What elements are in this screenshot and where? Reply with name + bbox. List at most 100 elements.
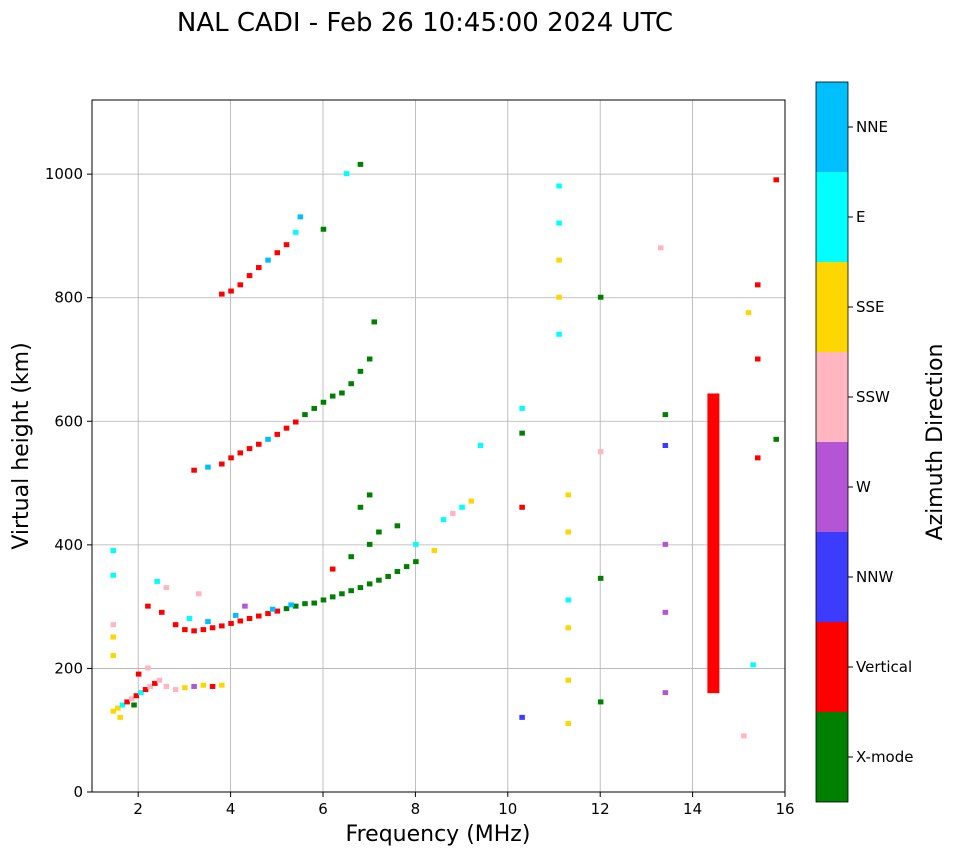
- colorbar-segment: [816, 532, 848, 622]
- data-point: [343, 171, 350, 177]
- data-point: [329, 594, 336, 600]
- x-tick-label: 16: [775, 800, 794, 818]
- data-point: [329, 393, 336, 399]
- data-point: [209, 625, 216, 631]
- data-point: [186, 616, 193, 621]
- data-point: [274, 250, 281, 256]
- data-point: [115, 705, 121, 711]
- data-point: [128, 696, 135, 702]
- data-point: [741, 733, 747, 739]
- colorbar-segment: [816, 622, 848, 712]
- data-point: [366, 541, 373, 547]
- data-point: [662, 690, 669, 696]
- data-point: [145, 665, 151, 671]
- colorbar-segment: [816, 442, 848, 532]
- data-point: [191, 683, 197, 689]
- data-point: [366, 581, 373, 587]
- colorbar-segment: [816, 172, 848, 262]
- data-point: [138, 690, 144, 696]
- y-tick-label: 800: [54, 289, 83, 307]
- data-point: [320, 226, 327, 232]
- data-point: [145, 603, 151, 609]
- data-point: [556, 257, 562, 263]
- data-point: [219, 291, 225, 297]
- data-point: [265, 436, 271, 442]
- x-tick-label: 10: [498, 800, 517, 818]
- data-point: [182, 627, 188, 633]
- x-tick-label: 12: [591, 800, 610, 818]
- data-point: [565, 529, 572, 535]
- data-point: [232, 612, 239, 618]
- data-point: [172, 687, 179, 693]
- data-point: [450, 510, 456, 516]
- data-point: [357, 585, 364, 591]
- data-point: [195, 591, 202, 597]
- data-point: [366, 356, 373, 362]
- plot-frame: [91, 99, 786, 793]
- colorbar-tick-label: NNW: [856, 568, 893, 586]
- data-point: [468, 498, 475, 504]
- x-tick-label: 8: [411, 800, 421, 818]
- colorbar-tick-label: W: [856, 478, 871, 496]
- x-tick-label: 14: [683, 800, 702, 818]
- data-point: [205, 464, 211, 470]
- data-points: [110, 161, 779, 739]
- data-point: [292, 419, 299, 425]
- data-point: [556, 331, 562, 337]
- data-point: [133, 693, 140, 699]
- data-point: [431, 548, 438, 554]
- y-axis-label: Virtual height (km): [9, 342, 34, 549]
- data-point: [228, 288, 234, 294]
- data-point: [219, 461, 225, 467]
- data-point: [519, 405, 525, 411]
- data-point: [376, 529, 382, 535]
- data-point: [371, 319, 378, 325]
- data-point: [662, 541, 669, 547]
- data-point: [403, 564, 410, 570]
- data-point: [283, 606, 290, 612]
- colorbar-tick-label: X-mode: [856, 748, 913, 766]
- colorbar-segment: [816, 82, 848, 172]
- y-tick-label: 0: [73, 783, 83, 801]
- colorbar-tick-label: SSE: [856, 298, 885, 316]
- data-point: [413, 559, 419, 565]
- data-point: [519, 504, 525, 510]
- data-point: [662, 412, 669, 418]
- x-tick-label: 4: [226, 800, 236, 818]
- data-point: [256, 613, 262, 619]
- data-point: [242, 603, 248, 609]
- data-point: [320, 399, 327, 405]
- data-point: [302, 601, 308, 607]
- data-point: [556, 220, 562, 226]
- data-point: [339, 591, 345, 597]
- data-point: [163, 683, 170, 689]
- data-point: [274, 608, 281, 614]
- data-point: [124, 699, 130, 705]
- data-point: [274, 431, 281, 437]
- data-point: [292, 229, 299, 235]
- y-tick-label: 200: [54, 659, 83, 677]
- data-point: [135, 671, 142, 677]
- colorbar-segment: [816, 262, 848, 352]
- data-point: [394, 523, 401, 529]
- data-point: [219, 623, 225, 629]
- data-point: [119, 702, 126, 708]
- data-point: [320, 597, 327, 603]
- data-point: [357, 368, 364, 374]
- x-tick-label: 6: [318, 800, 328, 818]
- colorbar-frame: [815, 81, 849, 803]
- x-axis-label: Frequency (MHz): [346, 822, 531, 847]
- vertical-band: [707, 393, 720, 694]
- data-point: [357, 504, 364, 510]
- data-point: [246, 273, 253, 279]
- plot-area: [91, 99, 786, 793]
- data-point: [565, 492, 572, 498]
- chart-title: NAL CADI - Feb 26 10:45:00 2024 UTC: [177, 8, 673, 38]
- data-point: [385, 573, 391, 579]
- data-point: [283, 425, 290, 431]
- data-point: [246, 616, 253, 621]
- colorbar-label: Azimuth Direction: [923, 343, 948, 540]
- data-point: [597, 699, 604, 705]
- data-point: [413, 541, 419, 547]
